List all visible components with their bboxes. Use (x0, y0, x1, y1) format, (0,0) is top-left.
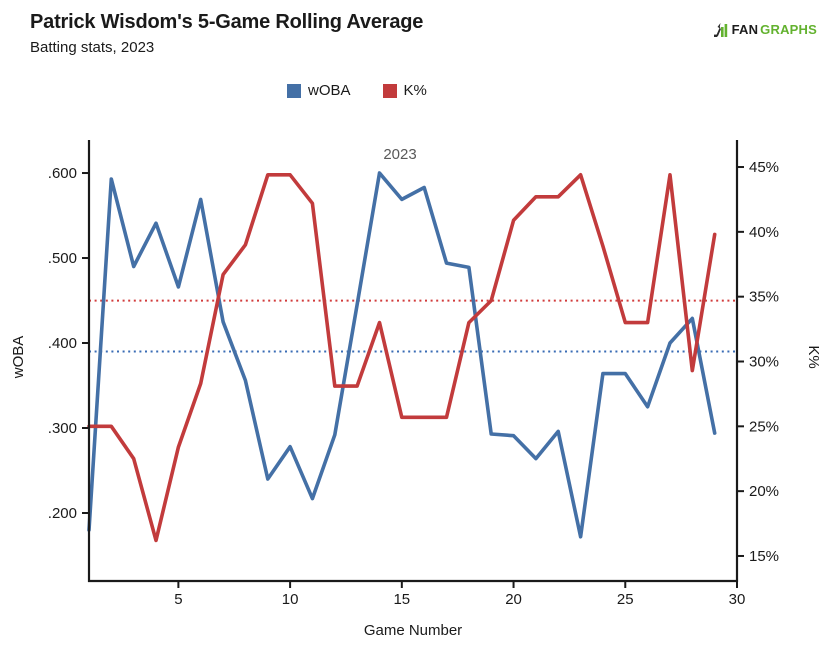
left-tick-label: .600 (48, 165, 77, 182)
legend-label: K% (403, 82, 427, 99)
right-tick-label: 45% (749, 159, 779, 176)
right-tick-label: 30% (749, 354, 779, 371)
page-subtitle: Batting stats, 2023 (30, 39, 155, 56)
legend-swatch (287, 83, 301, 98)
x-axis-title: Game Number (363, 622, 463, 639)
fangraphs-logo: FAN GRAPHS (713, 21, 817, 38)
x-tick-label: 30 (729, 591, 746, 608)
page-title: Patrick Wisdom's 5-Game Rolling Average (30, 11, 424, 33)
x-tick-label: 15 (393, 591, 410, 608)
right-axis-title: K% (805, 345, 822, 369)
legend-label: wOBA (308, 82, 351, 99)
woba-line (87, 171, 717, 539)
x-tick-label: 5 (174, 591, 182, 608)
year-annotation: 2023 (383, 146, 416, 163)
logo-text-graphs: GRAPHS (760, 22, 817, 37)
legend-item-woba: wOBA (287, 82, 351, 99)
fangraphs-logo-icon (713, 23, 727, 37)
right-tick-label: 40% (749, 224, 779, 241)
logo-text-fan: FAN (731, 22, 759, 37)
legend-swatch (382, 83, 397, 98)
right-tick-label: 20% (749, 483, 779, 500)
x-tick-label: 20 (505, 591, 522, 608)
left-tick-label: .300 (48, 420, 77, 437)
right-tick-label: 15% (749, 548, 779, 565)
left-axis-title: wOBA (10, 335, 27, 379)
right-tick-label: 35% (749, 289, 779, 306)
legend-item-k: K% (382, 82, 427, 99)
x-tick-label: 10 (282, 591, 299, 608)
x-tick-label: 25 (617, 591, 634, 608)
left-tick-label: .500 (48, 250, 77, 267)
right-tick-label: 25% (749, 418, 779, 435)
left-tick-label: .200 (48, 505, 77, 522)
k-line (87, 173, 717, 543)
chart-legend: wOBA K% (287, 82, 427, 99)
left-tick-label: .400 (48, 335, 77, 352)
